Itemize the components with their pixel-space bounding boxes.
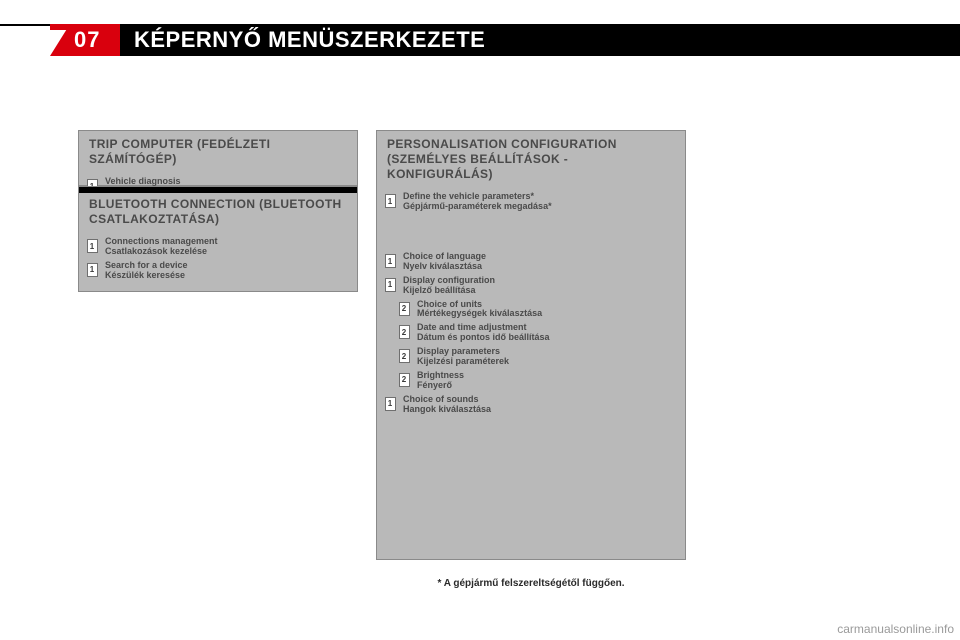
level-badge: 1	[385, 254, 396, 268]
level-badge: 1	[385, 278, 396, 292]
item-label-hu: Gépjármű-paraméterek megadása*	[403, 202, 677, 212]
level-badge: 2	[399, 325, 410, 339]
item-label-hu: Fényerő	[417, 381, 677, 391]
item-label-en: Brightness	[417, 371, 677, 381]
pers-item: 2 Brightness Fényerő	[391, 369, 685, 393]
item-label-hu: Dátum és pontos idő beállítása	[417, 333, 677, 343]
level-badge: 1	[385, 194, 396, 208]
footnote: * A gépjármű felszereltségétől függően.	[376, 578, 686, 589]
panel-personalisation-title-line1: PERSONALISATION CONFIGURATION	[387, 137, 617, 151]
pers-item: 2 Choice of units Mértékegységek kiválas…	[391, 298, 685, 322]
level-badge: 2	[399, 302, 410, 316]
item-label-hu: Mértékegységek kiválasztása	[417, 309, 677, 319]
item-label-hu: Nyelv kiválasztása	[403, 262, 677, 272]
pers-item: 1 Choice of language Nyelv kiválasztása	[377, 250, 685, 274]
item-label-hu: Kijelző beállítása	[403, 286, 677, 296]
item-label-hu: Hangok kiválasztása	[403, 405, 677, 415]
panel-bluetooth-title: BLUETOOTH CONNECTION (BLUETOOTH CSATLAKO…	[79, 193, 357, 235]
bluetooth-item: 1 Search for a device Készülék keresése	[79, 259, 357, 283]
watermark: carmanualsonline.info	[837, 622, 954, 636]
item-label-hu: Csatlakozások kezelése	[105, 247, 349, 257]
level-badge: 1	[385, 397, 396, 411]
header-title: KÉPERNYŐ MENÜSZERKEZETE	[134, 24, 485, 56]
pers-item: 2 Display parameters Kijelzési paraméter…	[391, 345, 685, 369]
panel-trip-computer: TRIP COMPUTER (FEDÉLZETI SZÁMÍTÓGÉP) 1 V…	[78, 130, 358, 186]
level-badge: 2	[399, 349, 410, 363]
panel-personalisation-title-line2: (SZEMÉLYES BEÁLLÍTÁSOK - KONFIGURÁLÁS)	[387, 152, 568, 181]
page: 07 KÉPERNYŐ MENÜSZERKEZETE TRIP COMPUTER…	[0, 0, 960, 640]
item-label-hu: Kijelzési paraméterek	[417, 357, 677, 367]
panel-bluetooth: BLUETOOTH CONNECTION (BLUETOOTH CSATLAKO…	[78, 186, 358, 292]
level-badge: 1	[87, 263, 98, 277]
panel-personalisation: PERSONALISATION CONFIGURATION (SZEMÉLYES…	[376, 130, 686, 560]
level-badge: 1	[87, 239, 98, 253]
pers-item: 1 Define the vehicle parameters* Gépjárm…	[377, 190, 685, 250]
panel-personalisation-title: PERSONALISATION CONFIGURATION (SZEMÉLYES…	[377, 131, 685, 190]
panel-trip-title: TRIP COMPUTER (FEDÉLZETI SZÁMÍTÓGÉP)	[79, 131, 357, 175]
pers-item: 2 Date and time adjustment Dátum és pont…	[391, 321, 685, 345]
item-label-hu: Készülék keresése	[105, 271, 349, 281]
pers-item: 1 Choice of sounds Hangok kiválasztása	[377, 393, 685, 417]
level-badge: 2	[399, 373, 410, 387]
pers-item: 1 Display configuration Kijelző beállítá…	[377, 274, 685, 298]
header-number: 07	[74, 24, 100, 56]
bluetooth-item: 1 Connections management Csatlakozások k…	[79, 235, 357, 259]
